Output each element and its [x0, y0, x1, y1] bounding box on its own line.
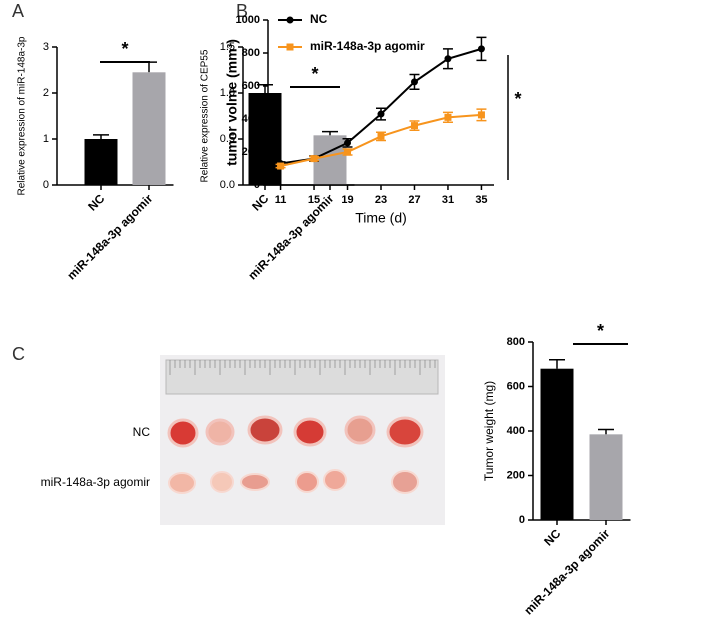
bar — [540, 368, 574, 520]
legend-label: NC — [310, 12, 328, 26]
tumor — [323, 469, 347, 491]
x-tick-label: NC — [541, 526, 563, 548]
y-tick-label: 600 — [507, 380, 525, 392]
x-tick-label: NC — [249, 191, 271, 213]
ruler — [165, 359, 439, 395]
marker — [310, 155, 318, 163]
x-tick-label: miR-148a-3p agomir — [521, 526, 612, 617]
y-axis-label: Tumor weight (mg) — [482, 381, 496, 481]
y-tick-label: 0 — [254, 179, 260, 191]
x-tick-label: miR-148a-3p agomir — [64, 191, 155, 282]
marker — [410, 78, 418, 86]
x-tick-label: 19 — [341, 194, 353, 206]
bar — [248, 93, 282, 185]
y-axis-label: tumor volme (mm³) — [224, 39, 240, 166]
marker — [444, 113, 452, 121]
tumor — [386, 416, 424, 448]
marker — [477, 45, 485, 53]
tumor — [210, 471, 234, 493]
x-tick-label: 27 — [408, 194, 420, 206]
error-bar — [549, 359, 565, 369]
y-tick-label: 400 — [242, 113, 260, 125]
tumor — [293, 417, 327, 447]
tumor — [168, 472, 196, 494]
y-tick-label: 800 — [242, 47, 260, 59]
error-bar — [598, 428, 614, 435]
x-tick-label: NC — [85, 191, 107, 213]
marker — [410, 122, 418, 130]
x-tick-label: 11 — [275, 194, 287, 206]
tumor — [391, 470, 419, 494]
x-tick-label: 35 — [475, 194, 487, 206]
significance-star: * — [121, 39, 128, 59]
panel-label: A — [12, 1, 24, 21]
y-tick-label: 400 — [507, 425, 525, 437]
legend-marker — [286, 16, 294, 24]
tumors-agomir — [168, 469, 419, 494]
marker — [477, 111, 485, 119]
tumor — [344, 415, 376, 445]
marker — [377, 132, 385, 140]
panel-label: B — [236, 1, 248, 21]
y-tick-label: 1.0 — [220, 87, 235, 99]
x-tick-label: 31 — [442, 194, 454, 206]
significance-star: * — [514, 89, 521, 109]
tumor — [205, 418, 235, 446]
y-tick-label: 2 — [43, 87, 49, 99]
tumor — [240, 473, 270, 491]
significance-star: * — [311, 64, 318, 84]
x-axis-label: Time (d) — [355, 210, 407, 226]
y-tick-label: 0 — [519, 514, 525, 526]
y-tick-label: 0 — [43, 179, 49, 191]
y-axis-label: Relative expression of miR-148a-3p — [17, 36, 28, 195]
marker — [344, 148, 352, 156]
tumor — [167, 418, 199, 448]
y-axis-label: Relative expression of CEP55 — [200, 49, 211, 182]
marker — [277, 162, 285, 170]
y-tick-label: 1000 — [236, 14, 260, 26]
panel-label: C — [12, 344, 25, 364]
significance-star: * — [597, 321, 604, 341]
row-label: NC — [133, 425, 151, 439]
y-tick-label: 0.5 — [220, 133, 235, 145]
error-bar — [141, 61, 157, 73]
bar — [589, 434, 623, 520]
y-tick-label: 1.5 — [220, 41, 235, 53]
marker — [444, 55, 452, 63]
y-tick-label: 800 — [507, 336, 525, 348]
y-tick-label: 200 — [242, 146, 260, 158]
tumor — [295, 471, 319, 493]
y-tick-label: 1 — [43, 133, 49, 145]
legend-marker — [286, 43, 294, 51]
y-tick-label: 3 — [43, 41, 49, 53]
tumor-photo: NC miR-148a-3p agomir — [41, 355, 445, 525]
error-bar — [322, 130, 338, 136]
error-bar — [93, 134, 109, 139]
y-tick-label: 600 — [242, 80, 260, 92]
marker — [344, 139, 352, 147]
tumors-nc — [167, 415, 424, 448]
x-tick-label: 23 — [375, 194, 387, 206]
y-tick-label: 200 — [507, 469, 525, 481]
legend-label: miR-148a-3p agomir — [310, 39, 425, 53]
y-tick-label: 0.0 — [220, 179, 235, 191]
bar — [132, 72, 166, 185]
bar — [84, 139, 118, 185]
tumor — [247, 415, 283, 445]
row-label: miR-148a-3p agomir — [41, 475, 150, 489]
marker — [377, 110, 385, 118]
ruler-ticks — [169, 360, 436, 375]
x-tick-label: 15 — [308, 194, 320, 206]
